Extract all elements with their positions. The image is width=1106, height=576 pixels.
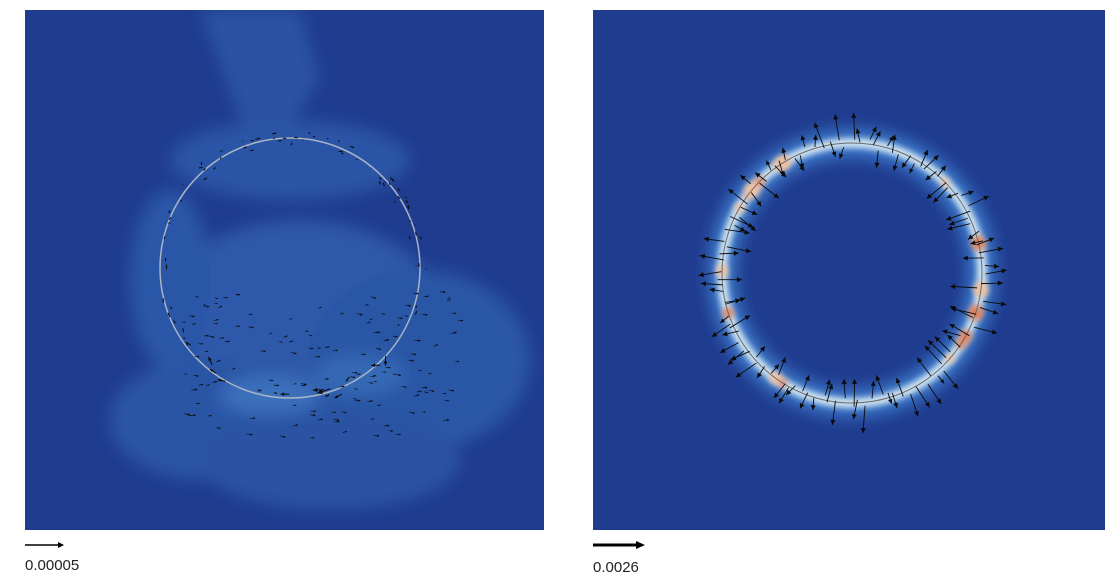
left-field-plot [25,10,544,530]
scale-arrow-head [58,542,64,548]
background [593,10,1105,530]
right-field-plot [593,10,1105,530]
right-scale: 0.0026 [593,541,645,576]
scale-label: 0.00005 [25,557,79,574]
page: 0.00005 0.0026 (() => { const data = JSO… [0,0,1106,576]
figure: 0.00005 0.0026 [0,0,1106,576]
scale-arrow-head [636,541,645,549]
left-scale: 0.00005 [25,542,79,574]
scale-label: 0.0026 [593,559,639,576]
